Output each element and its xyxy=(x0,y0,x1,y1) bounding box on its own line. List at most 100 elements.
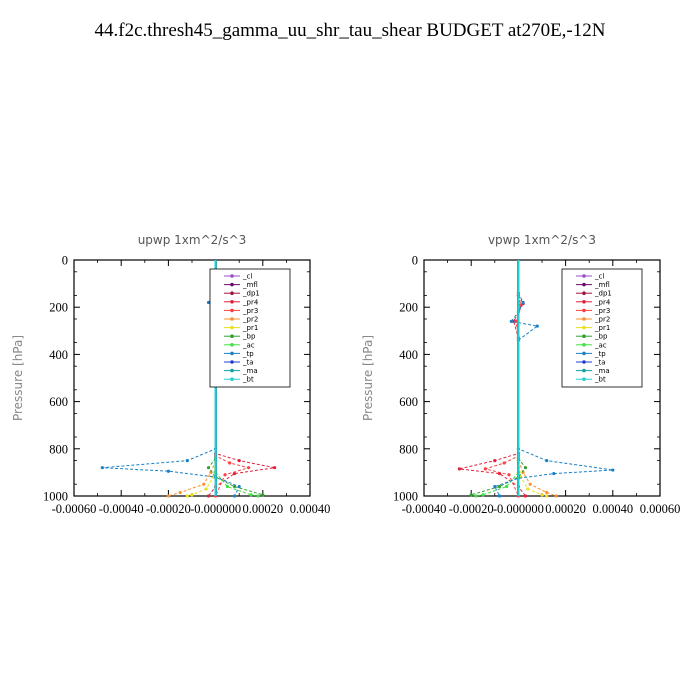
legend-label: _dp1 xyxy=(594,290,612,298)
data-point xyxy=(228,461,232,465)
legend-label: _ac xyxy=(594,341,607,349)
legend-entry: _ac xyxy=(224,341,255,349)
data-point xyxy=(190,493,194,497)
legend-label: _pr1 xyxy=(594,324,610,332)
data-point xyxy=(166,494,170,498)
series-line xyxy=(187,460,217,497)
legend: _cl_mfl_dp1_pr4_pr3_pr2_pr1_bp_ac_tp_ta_… xyxy=(209,268,291,388)
legend-entry: _pr3 xyxy=(576,307,610,315)
legend-marker xyxy=(230,368,234,373)
legend-marker xyxy=(230,308,234,313)
series-pr1 xyxy=(185,459,218,498)
y-tick-label: 1000 xyxy=(393,490,418,504)
x-tick-label: -0.000000 xyxy=(493,502,544,516)
data-point xyxy=(273,466,277,470)
legend-entry: _ma xyxy=(576,367,610,375)
legend-label: _pr3 xyxy=(594,307,610,315)
data-point xyxy=(521,300,525,305)
legend-entry: _ma xyxy=(224,367,258,375)
data-point xyxy=(249,493,253,497)
chart-panel-2: vpwp 1xm^2/s^3 Pressure [hPa] 0 200 400 600 80… xyxy=(361,233,680,516)
y-tick-label: 800 xyxy=(399,442,418,456)
data-point xyxy=(519,303,523,307)
data-point xyxy=(237,459,241,463)
legend-label: _bt xyxy=(242,376,254,384)
legend-marker xyxy=(230,360,234,364)
series-pr2 xyxy=(166,459,218,498)
data-point xyxy=(545,459,549,463)
legend-marker xyxy=(582,377,586,382)
legend-marker xyxy=(582,291,586,296)
y-tick-label: 600 xyxy=(49,395,68,409)
data-point xyxy=(206,494,211,498)
x-tick-label: 0.00020 xyxy=(545,502,586,516)
legend-entry: _pr4 xyxy=(576,298,611,306)
y-tick-label: 0 xyxy=(412,254,418,268)
data-point xyxy=(232,471,237,476)
legend-entry: _bp xyxy=(576,333,608,341)
data-point xyxy=(237,484,241,489)
data-point xyxy=(469,493,473,497)
legend-marker xyxy=(230,282,234,287)
series-line xyxy=(475,472,519,497)
legend-box xyxy=(209,268,291,388)
legend-marker xyxy=(230,351,234,356)
legend-label: _cl xyxy=(242,273,252,281)
legend: _cl_mfl_dp1_pr4_pr3_pr2_pr1_bp_ac_tp_ta_… xyxy=(561,268,643,388)
series-line xyxy=(215,472,259,497)
data-point xyxy=(261,493,265,497)
y-axis-label: Pressure [hPa] xyxy=(361,335,375,421)
data-point xyxy=(535,324,539,328)
legend-marker xyxy=(582,300,586,304)
x-tick-label: 0.00020 xyxy=(242,502,283,516)
legend-marker xyxy=(230,334,234,339)
legend-label: _pr2 xyxy=(594,316,610,324)
y-tick-label: 800 xyxy=(49,442,68,456)
chart-panel-1: upwp 1xm^2/s^3 Pressure [hPa] 0 200 400 600 80… xyxy=(11,233,330,516)
data-point xyxy=(505,484,509,489)
x-tick-label: -0.000000 xyxy=(190,502,241,516)
legend-marker xyxy=(582,274,586,278)
data-point xyxy=(185,459,189,463)
y-tick-label: 0 xyxy=(62,254,68,268)
legend-label: _pr3 xyxy=(242,307,258,315)
legend-label: _pr1 xyxy=(242,324,258,332)
y-tick-label: 200 xyxy=(49,301,68,315)
x-tick-label: -0.00040 xyxy=(402,502,447,516)
data-point xyxy=(611,468,615,472)
legend-label: _bp xyxy=(594,333,608,341)
y-tick-label: 1000 xyxy=(43,490,68,504)
data-point xyxy=(526,487,530,491)
series-pr3 xyxy=(483,293,523,498)
legend-label: _pr2 xyxy=(242,316,258,324)
series-line xyxy=(517,460,557,497)
legend-marker xyxy=(230,300,234,304)
legend-label: _ac xyxy=(242,341,255,349)
x-tick-label: 0.00060 xyxy=(640,502,681,516)
legend-label: _ta xyxy=(242,359,254,367)
data-point xyxy=(502,461,506,465)
data-point xyxy=(528,482,532,486)
legend-marker xyxy=(582,282,586,287)
figure-title: 44.f2c.thresh45_gamma_uu_shr_tau_shear B… xyxy=(94,20,606,41)
data-point xyxy=(206,300,211,305)
data-point xyxy=(232,494,237,498)
legend-label: _mfl xyxy=(594,281,610,289)
panel-title: upwp 1xm^2/s^3 xyxy=(138,233,247,247)
legend-label: _tp xyxy=(242,350,254,358)
y-tick-label: 600 xyxy=(399,395,418,409)
legend-entry: _pr1 xyxy=(224,324,258,332)
x-tick-label: 0.00040 xyxy=(592,502,633,516)
legend-marker xyxy=(230,274,234,278)
data-point xyxy=(493,459,497,463)
legend-box xyxy=(561,268,643,388)
legend-marker xyxy=(582,317,586,321)
legend-label: _cl xyxy=(594,273,604,281)
legend-marker xyxy=(230,291,234,296)
data-point xyxy=(552,471,556,476)
legend-entry: _tp xyxy=(576,350,606,358)
legend-entry: _cl xyxy=(576,273,604,281)
legend-entry: _pr3 xyxy=(224,307,258,315)
legend-label: _ma xyxy=(594,367,610,375)
